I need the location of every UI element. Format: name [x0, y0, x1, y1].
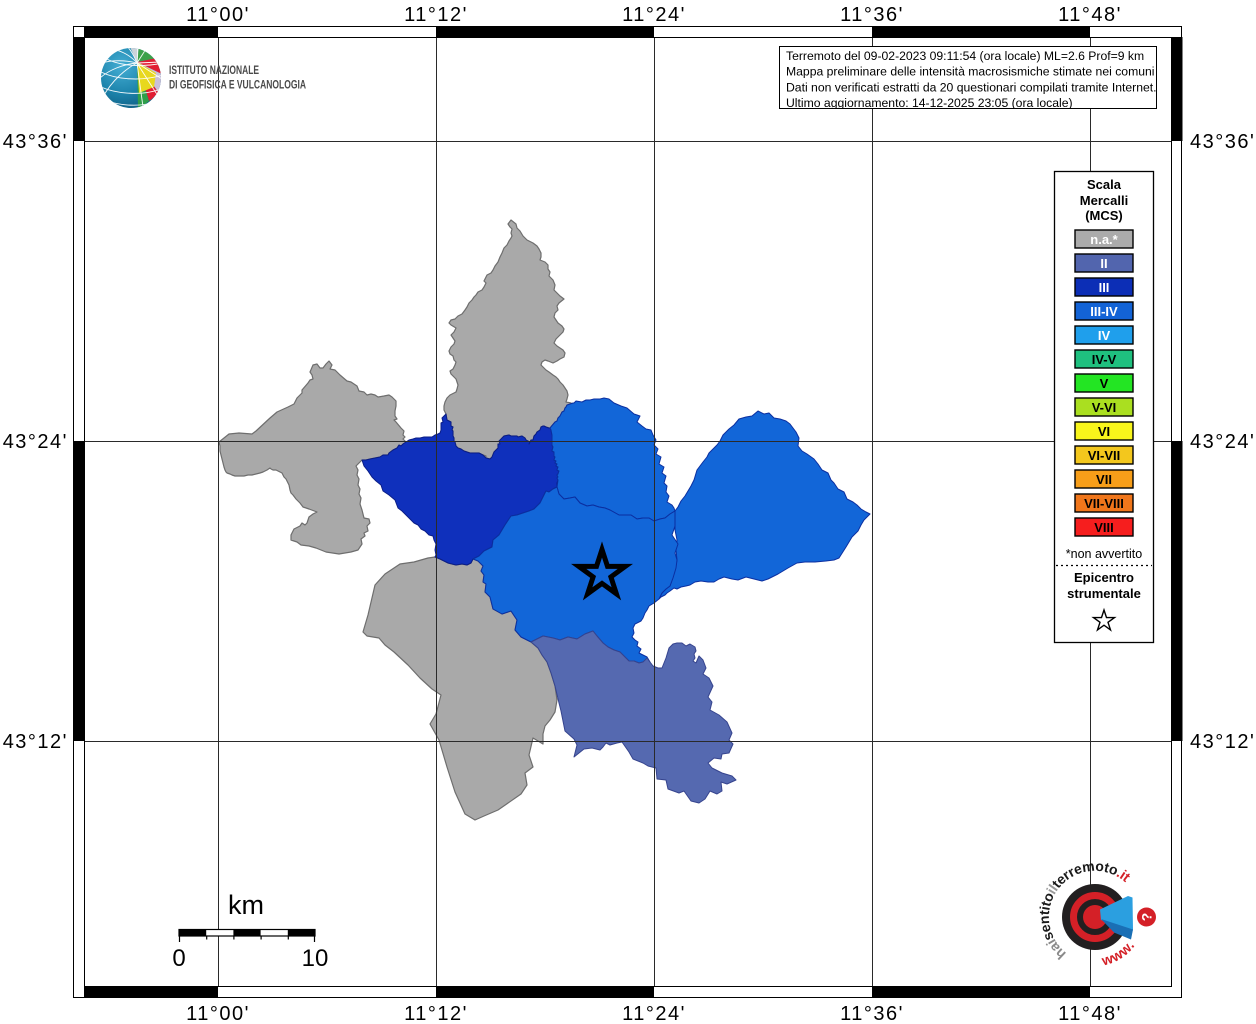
svg-text:IV-V: IV-V [1092, 352, 1117, 367]
svg-text:ISTITUTO NAZIONALE: ISTITUTO NAZIONALE [169, 65, 259, 77]
svg-text:II: II [1100, 256, 1107, 271]
svg-text:n.a.*: n.a.* [1090, 232, 1118, 247]
svg-text:43°36': 43°36' [1190, 131, 1255, 153]
svg-text:11°36': 11°36' [840, 1003, 904, 1024]
svg-text:43°12': 43°12' [1190, 731, 1255, 753]
svg-text:Mercalli: Mercalli [1080, 193, 1128, 208]
svg-text:43°12': 43°12' [3, 731, 68, 753]
svg-text:43°36': 43°36' [3, 131, 68, 153]
svg-text:IV: IV [1098, 328, 1111, 343]
svg-text:VI: VI [1098, 424, 1110, 439]
svg-text:11°48': 11°48' [1058, 4, 1122, 26]
svg-text:11°12': 11°12' [404, 1003, 468, 1024]
svg-text:*non avvertito: *non avvertito [1066, 547, 1142, 561]
svg-text:0: 0 [172, 945, 185, 972]
svg-text:10: 10 [302, 945, 329, 972]
svg-text:III: III [1099, 280, 1110, 295]
svg-text:Epicentro: Epicentro [1074, 570, 1134, 585]
svg-text:?: ? [1139, 913, 1155, 922]
svg-text:DI GEOFISICA E VULCANOLOGIA: DI GEOFISICA E VULCANOLOGIA [169, 80, 306, 92]
svg-text:Mappa preliminare delle intens: Mappa preliminare delle intensità macros… [786, 65, 1155, 79]
svg-text:Scala: Scala [1087, 177, 1122, 192]
svg-text:VIII: VIII [1094, 520, 1114, 535]
svg-text:VII: VII [1096, 472, 1112, 487]
svg-text:11°24': 11°24' [622, 1003, 686, 1024]
svg-text:Dati non verificati estratti d: Dati non verificati estratti da 20 quest… [786, 80, 1157, 94]
svg-text:V-VI: V-VI [1092, 400, 1117, 415]
svg-text:VII-VIII: VII-VIII [1084, 496, 1124, 511]
svg-text:43°24': 43°24' [1190, 431, 1255, 453]
svg-text:11°48': 11°48' [1058, 1003, 1122, 1024]
svg-text:VI-VII: VI-VII [1088, 448, 1121, 463]
svg-text:III-IV: III-IV [1090, 304, 1118, 319]
svg-text:Ultimo aggiornamento: 14-12-20: Ultimo aggiornamento: 14-12-2025 23:05 (… [786, 96, 1073, 110]
svg-text:11°12': 11°12' [404, 4, 468, 26]
svg-text:V: V [1100, 376, 1109, 391]
svg-text:11°36': 11°36' [840, 4, 904, 26]
svg-text:11°24': 11°24' [622, 4, 686, 26]
svg-text:43°24': 43°24' [3, 431, 68, 453]
svg-text:11°00': 11°00' [186, 1003, 250, 1024]
svg-text:strumentale: strumentale [1067, 586, 1141, 601]
svg-text:11°00': 11°00' [186, 4, 250, 26]
svg-text:km: km [228, 890, 264, 920]
svg-text:(MCS): (MCS) [1085, 208, 1123, 223]
svg-text:Terremoto del 09-02-2023 09:11: Terremoto del 09-02-2023 09:11:54 (ora l… [786, 49, 1144, 63]
